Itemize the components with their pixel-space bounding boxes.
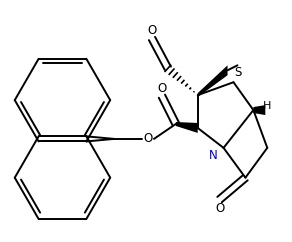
Text: O: O (147, 24, 157, 37)
Text: O: O (215, 202, 224, 215)
Text: O: O (143, 132, 153, 145)
Polygon shape (253, 105, 265, 115)
Polygon shape (176, 122, 198, 133)
Text: O: O (157, 82, 166, 95)
Polygon shape (198, 65, 227, 97)
Text: N: N (209, 149, 218, 162)
Text: S: S (234, 66, 241, 79)
Text: H: H (263, 101, 272, 111)
